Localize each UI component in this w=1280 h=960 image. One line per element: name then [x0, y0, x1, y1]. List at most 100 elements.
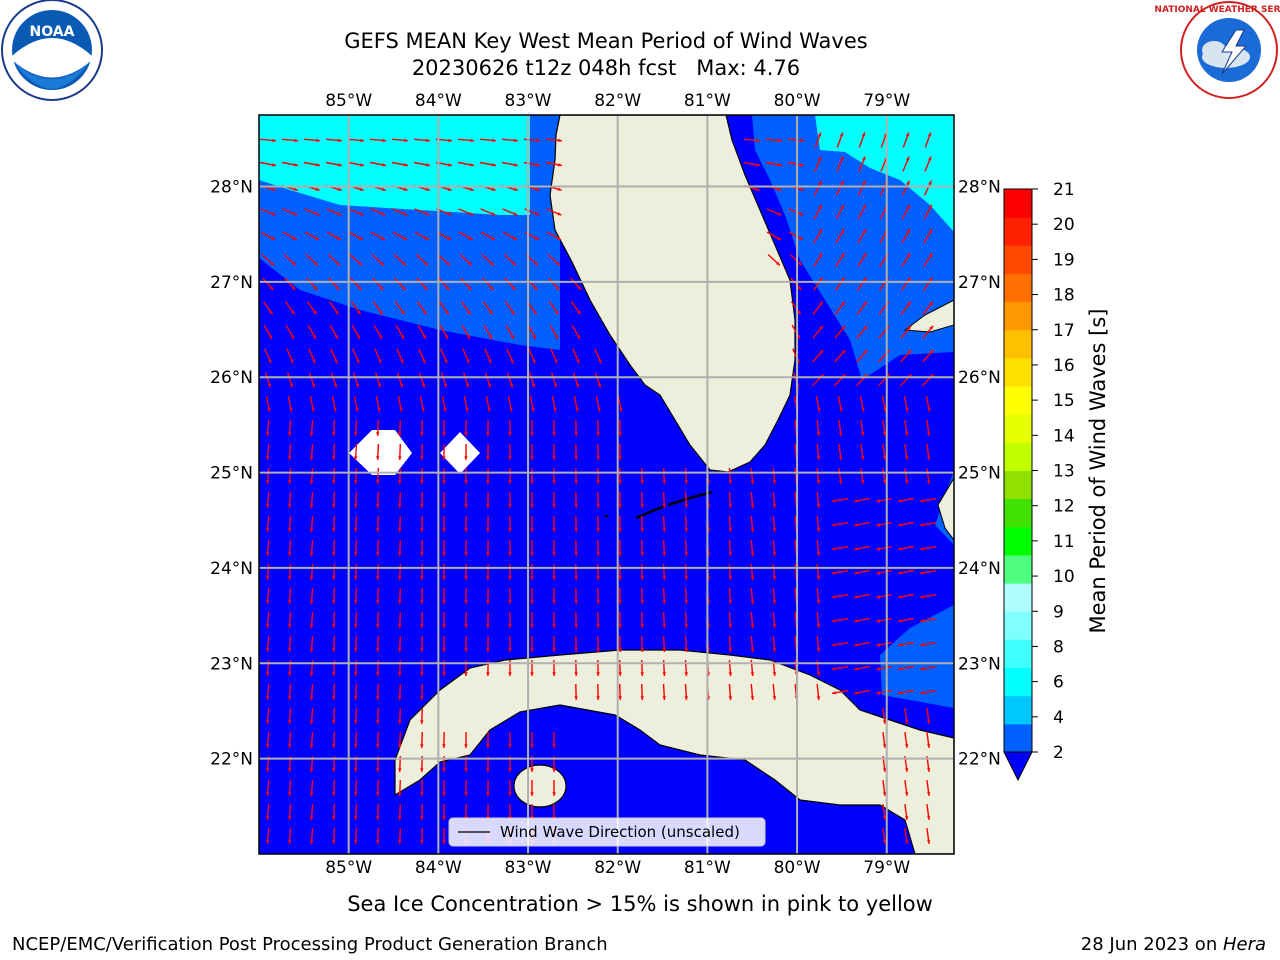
wave-direction-arrowhead [777, 236, 781, 240]
wave-direction-arrowhead [574, 504, 578, 508]
wave-direction-arrowhead [552, 768, 556, 772]
wave-direction-arrowhead [532, 359, 536, 364]
wave-direction-arrowhead [574, 696, 578, 700]
wave-direction-arrowhead [512, 261, 516, 266]
wave-direction-arrowhead [513, 187, 518, 191]
wave-direction-arrowhead [491, 187, 496, 191]
colorbar-tick-label: 9 [1053, 602, 1064, 622]
wave-direction-arrowhead [596, 480, 600, 484]
cuba-land [394, 649, 954, 854]
wave-direction-arrowhead [420, 720, 424, 724]
wave-direction-arrowhead [332, 480, 336, 484]
wave-direction-arrowhead [314, 261, 318, 266]
footer-host: Hera [1223, 934, 1266, 955]
wave-direction-arrowhead [403, 187, 408, 191]
wave-direction-arrowhead [819, 325, 824, 330]
wave-direction-arrowhead [400, 359, 404, 364]
wave-direction-arrowhead [420, 480, 424, 484]
wave-direction-arrowhead [398, 840, 402, 844]
wave-direction-arrowhead [558, 163, 562, 167]
wave-direction-arrowhead [841, 325, 846, 330]
colorbar-tick-label: 10 [1053, 567, 1075, 587]
wave-direction-arrowhead [926, 744, 931, 748]
wave-direction-arrowhead [926, 456, 931, 460]
lon-tick-label-bottom: 82°W [594, 858, 641, 878]
wave-direction-arrowhead [398, 672, 402, 676]
wave-direction-arrowhead [425, 212, 430, 216]
wave-direction-arrowhead [398, 768, 402, 772]
wave-direction-arrowhead [839, 408, 843, 412]
wave-direction-arrowhead [508, 456, 512, 460]
wave-direction-arrowhead [287, 816, 292, 820]
wave-direction-arrowhead [920, 547, 924, 551]
wave-direction-arrowhead [309, 480, 314, 484]
wave-direction-arrowhead [354, 480, 358, 484]
wave-direction-arrowhead [876, 571, 880, 575]
wave-direction-arrowhead [684, 552, 688, 556]
sea-ice-annotation: Sea Ice Concentration > 15% is shown in … [347, 892, 933, 916]
wave-direction-arrowhead [265, 600, 270, 604]
wave-direction-arrowhead [287, 720, 292, 724]
bahamas-land [903, 299, 954, 541]
wave-direction-arrowhead [818, 180, 822, 185]
wave-direction-arrowhead [333, 408, 337, 412]
wave-direction-arrowhead [442, 552, 446, 556]
wave-direction-arrowhead [354, 504, 358, 508]
colorbar-segment [1004, 583, 1032, 612]
lat-tick-label-left: 23°N [210, 654, 253, 674]
wave-direction-arrowhead [289, 383, 293, 388]
wave-direction-arrowhead [291, 286, 296, 290]
colorbar-segment [1004, 470, 1032, 500]
wave-direction-arrowhead [311, 383, 315, 388]
wave-direction-arrowhead [596, 576, 600, 580]
wave-direction-arrowhead [876, 523, 880, 527]
wave-direction-arrowhead [338, 163, 342, 167]
wave-direction-arrowhead [514, 163, 518, 167]
wave-direction-arrowhead [376, 504, 380, 508]
wave-direction-arrowhead [508, 768, 512, 772]
wave-direction-arrowhead [381, 212, 386, 216]
wave-direction-arrowhead [309, 624, 314, 628]
wave-direction-arrowhead [469, 212, 474, 216]
wave-direction-arrowhead [876, 595, 880, 599]
wave-direction-arrowhead [816, 456, 821, 460]
wave-direction-arrowhead [442, 768, 446, 772]
wave-direction-arrowhead [684, 672, 688, 676]
wave-direction-arrowhead [596, 648, 600, 652]
wave-direction-arrowhead [619, 408, 623, 412]
wave-direction-arrowhead [618, 648, 622, 652]
wave-direction-arrowhead [358, 261, 362, 266]
wave-direction-arrowhead [287, 696, 292, 700]
wave-direction-arrowhead [469, 187, 474, 191]
wave-direction-arrowhead [271, 187, 276, 191]
wave-direction-arrowhead [486, 576, 490, 580]
wave-direction-arrowhead [420, 816, 424, 820]
colorbar-tick-label: 4 [1053, 708, 1064, 728]
wave-direction-arrowhead [662, 480, 666, 484]
wave-direction-arrowhead [309, 672, 314, 676]
colorbar-tick-label: 8 [1053, 637, 1064, 657]
wave-direction-arrowhead [898, 643, 902, 647]
wave-direction-arrowhead [514, 138, 518, 143]
wave-direction-arrowhead [926, 720, 931, 724]
lon-tick-label-top: 79°W [863, 91, 910, 111]
wave-direction-arrowhead [840, 156, 844, 161]
wave-direction-arrowhead [876, 547, 880, 551]
wave-direction-arrowhead [376, 744, 380, 748]
wave-direction-arrowhead [359, 187, 364, 191]
wave-direction-arrowhead [379, 286, 384, 290]
wave-direction-arrowhead [552, 528, 556, 532]
wave-direction-arrowhead [332, 768, 336, 772]
wave-direction-arrowhead [818, 156, 822, 161]
wave-direction-arrowhead [597, 408, 601, 412]
wave-direction-arrowhead [466, 335, 470, 339]
wave-direction-arrowhead [354, 624, 358, 628]
wave-direction-arrowhead [511, 286, 516, 290]
wave-direction-arrowhead [618, 696, 622, 700]
lat-tick-label-right: 26°N [958, 368, 1001, 388]
wave-direction-arrowhead [832, 571, 836, 575]
wave-direction-arrowhead [854, 619, 858, 623]
wave-direction-arrowhead [492, 163, 496, 167]
wave-direction-arrowhead [287, 648, 292, 652]
wave-direction-arrowhead [662, 600, 666, 604]
